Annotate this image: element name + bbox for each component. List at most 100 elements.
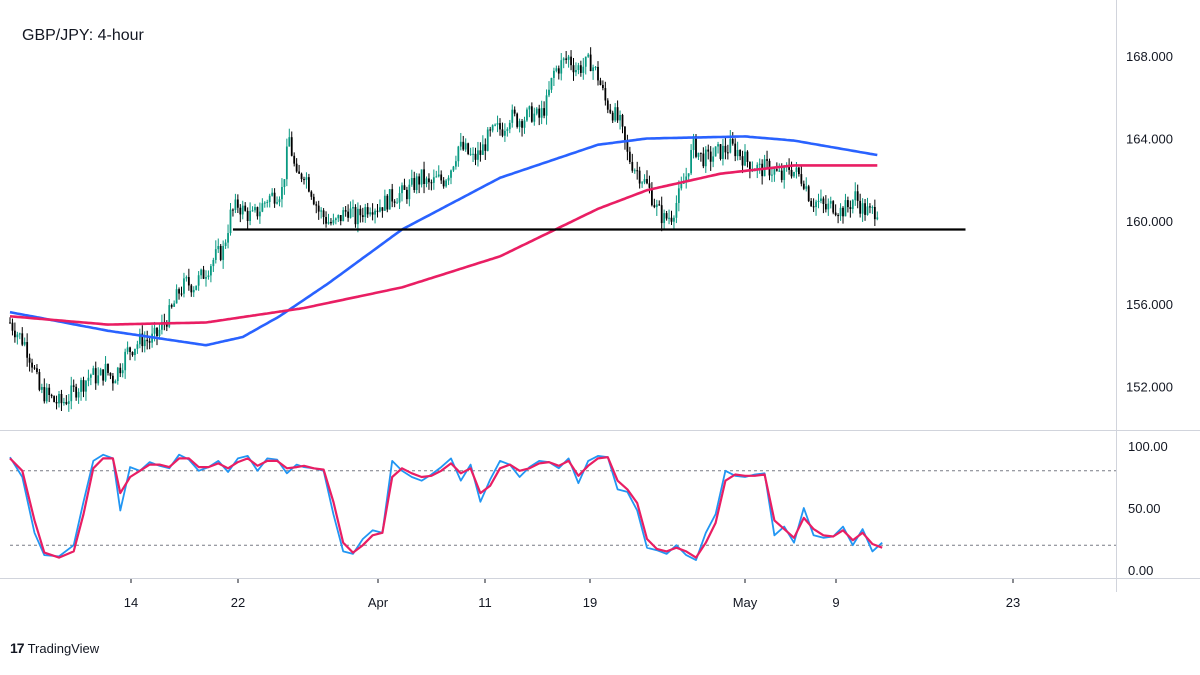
candle-body bbox=[570, 56, 572, 66]
candle-body bbox=[766, 159, 768, 161]
candle-body bbox=[178, 289, 180, 294]
candle-body bbox=[116, 367, 119, 381]
candle-body bbox=[638, 170, 641, 184]
candle-body bbox=[464, 143, 467, 150]
candle-body bbox=[619, 114, 621, 121]
candle-body bbox=[300, 173, 303, 180]
candle-body bbox=[633, 170, 636, 172]
candle-body bbox=[621, 114, 624, 127]
candle-body bbox=[597, 66, 599, 81]
candle-body bbox=[511, 109, 514, 123]
candle-body bbox=[58, 393, 60, 404]
candle-body bbox=[94, 368, 97, 384]
candle-body bbox=[393, 201, 396, 203]
candle-body bbox=[668, 217, 670, 219]
candle-body bbox=[504, 130, 506, 136]
brand[interactable]: 17 TradingView bbox=[10, 640, 99, 656]
candle-body bbox=[829, 201, 832, 204]
candle-body bbox=[136, 344, 139, 349]
candle-body bbox=[161, 321, 163, 330]
candle-body bbox=[396, 202, 398, 204]
time-tick-label: 11 bbox=[478, 595, 492, 610]
candle-body bbox=[457, 146, 460, 162]
candle-body bbox=[518, 121, 521, 127]
oscillator-tick-label: 0.00 bbox=[1128, 563, 1153, 578]
candle-body bbox=[261, 203, 264, 212]
candle-body bbox=[119, 367, 122, 374]
candle-body bbox=[40, 387, 43, 390]
candle-body bbox=[70, 385, 73, 402]
candle-body bbox=[734, 143, 737, 157]
candle-body bbox=[50, 395, 53, 397]
candle-body bbox=[680, 183, 683, 189]
candle-body bbox=[523, 120, 526, 128]
candle-body bbox=[864, 203, 866, 215]
candle-body bbox=[259, 211, 261, 217]
candle-body bbox=[555, 68, 558, 71]
candle-body bbox=[717, 144, 719, 147]
candle-body bbox=[692, 136, 695, 151]
candle-body bbox=[244, 205, 247, 211]
candle-body bbox=[342, 210, 345, 222]
candle-body bbox=[714, 146, 717, 157]
candle-body bbox=[440, 174, 443, 181]
candle-body bbox=[496, 123, 499, 125]
candle-body bbox=[271, 192, 274, 196]
candle-body bbox=[236, 199, 239, 208]
candle-body bbox=[452, 166, 455, 171]
price-tick-label: 156.000 bbox=[1126, 297, 1173, 312]
candle-body bbox=[364, 207, 367, 218]
candle-body bbox=[535, 108, 538, 114]
candle-body bbox=[577, 65, 580, 71]
candle-body bbox=[866, 206, 869, 215]
candle-body bbox=[72, 385, 75, 387]
candle-body bbox=[771, 174, 773, 176]
candle-body bbox=[589, 54, 592, 72]
candle-body bbox=[484, 144, 487, 151]
candle-body bbox=[719, 144, 722, 159]
candle-body bbox=[430, 182, 433, 184]
candle-body bbox=[173, 303, 176, 307]
candle-body bbox=[202, 269, 205, 279]
candle-body bbox=[736, 150, 739, 157]
candle-body bbox=[344, 210, 347, 212]
candle-body bbox=[778, 170, 781, 172]
candle-body bbox=[834, 212, 837, 216]
candle-body bbox=[28, 357, 31, 363]
candle-body bbox=[369, 212, 372, 215]
candle-body bbox=[602, 84, 604, 89]
candle-body bbox=[847, 200, 849, 208]
candle-body bbox=[36, 368, 38, 373]
candle-body bbox=[256, 207, 259, 217]
candle-body bbox=[731, 138, 734, 144]
candle-body bbox=[124, 351, 127, 371]
candle-body bbox=[876, 217, 879, 220]
candle-body bbox=[494, 124, 496, 126]
candle-body bbox=[837, 215, 839, 217]
candle-body bbox=[77, 391, 80, 398]
candle-body bbox=[285, 146, 288, 180]
candle-body bbox=[437, 174, 440, 177]
candle-body bbox=[107, 363, 109, 373]
candle-body bbox=[538, 108, 541, 118]
candle-body bbox=[89, 374, 92, 378]
candle-body bbox=[707, 149, 710, 152]
time-tick-label: Apr bbox=[368, 595, 389, 610]
candle-body bbox=[726, 152, 729, 154]
pink-moving-average-line bbox=[9, 164, 878, 326]
candle-body bbox=[129, 347, 131, 352]
candle-body bbox=[337, 215, 340, 219]
candle-body bbox=[513, 109, 516, 114]
oscillator-lines bbox=[9, 453, 883, 561]
candle-body bbox=[744, 151, 746, 166]
candle-body bbox=[663, 213, 666, 224]
candle-body bbox=[459, 141, 462, 147]
candle-body bbox=[379, 207, 381, 212]
candle-body bbox=[815, 201, 817, 208]
time-tick-label: 14 bbox=[124, 595, 138, 610]
price-tick-label: 168.000 bbox=[1126, 49, 1173, 64]
candle-body bbox=[729, 138, 732, 153]
candle-body bbox=[266, 202, 269, 204]
candle-body bbox=[401, 185, 403, 194]
